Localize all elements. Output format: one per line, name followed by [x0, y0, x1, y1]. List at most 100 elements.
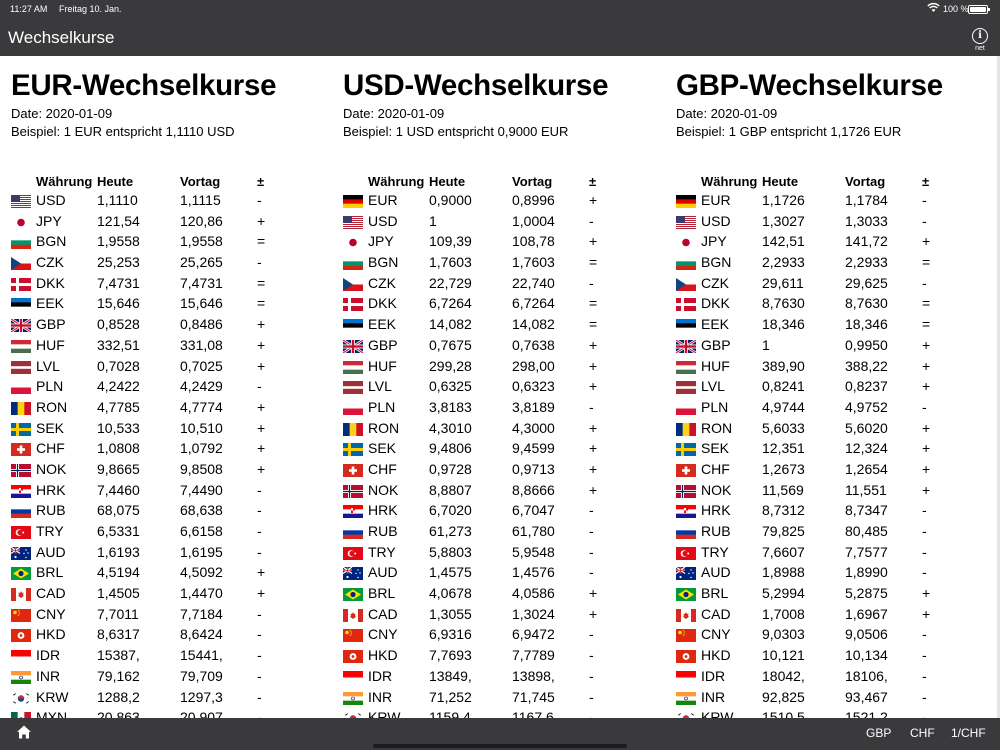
rate-previous: 120,86: [180, 212, 223, 229]
home-icon[interactable]: [16, 724, 32, 740]
rate-trend: +: [589, 336, 598, 353]
flag-se-icon: [343, 443, 363, 457]
rates-date: Date: 2020-01-09: [343, 106, 445, 121]
rate-trend: -: [922, 543, 927, 560]
rate-previous: 1,0004: [512, 212, 555, 229]
rate-row: AUD 1,6193 1,6195 -: [11, 542, 331, 563]
currency-code: CNY: [36, 605, 66, 622]
rate-previous: 7,4731: [180, 274, 223, 291]
scrollbar[interactable]: [997, 56, 1000, 718]
info-button[interactable]: i net: [972, 28, 988, 52]
flag-in-icon: [11, 670, 31, 684]
rate-today: 1,7603: [429, 254, 472, 271]
flag-ee-icon: [343, 319, 363, 333]
rate-today: 7,4731: [97, 274, 140, 291]
rate-row: TRY 6,5331 6,6158 -: [11, 521, 331, 542]
rate-previous: 68,638: [180, 502, 223, 519]
currency-code: RUB: [36, 502, 66, 519]
rate-row: HRK 7,4460 7,4490 -: [11, 480, 331, 501]
rate-row: CAD 1,4505 1,4470 +: [11, 583, 331, 604]
rate-previous: 1,6195: [180, 543, 223, 560]
flag-hr-icon: [676, 505, 696, 519]
rate-row: CAD 1,3055 1,3024 +: [343, 604, 663, 625]
rate-previous: 1,2654: [845, 460, 888, 477]
currency-code: SEK: [36, 419, 65, 436]
rate-previous: 1,4576: [512, 564, 555, 581]
rate-today: 142,51: [762, 233, 805, 250]
rate-today: 3,8183: [429, 398, 472, 415]
flag-au-icon: [343, 567, 363, 581]
flag-hk-icon: [11, 629, 31, 643]
flag-lv-icon: [11, 360, 31, 374]
rate-trend: +: [922, 378, 931, 395]
info-label: net: [975, 45, 985, 52]
rate-today: 121,54: [97, 212, 140, 229]
header-trend: ±: [589, 174, 597, 189]
rate-previous: 71,745: [512, 688, 555, 705]
rate-row: TRY 7,6607 7,7577 -: [676, 542, 996, 563]
rate-previous: 15441,: [180, 647, 223, 664]
rate-previous: 7,7184: [180, 605, 223, 622]
rate-today: 2,2933: [762, 254, 805, 271]
rate-previous: 8,7347: [845, 502, 888, 519]
rate-previous: 1,8990: [845, 564, 888, 581]
rate-row: EUR 0,9000 0,8996 +: [343, 190, 663, 211]
rate-previous: 6,9472: [512, 626, 555, 643]
rate-today: 109,39: [429, 233, 472, 250]
rate-today: 20,863: [97, 709, 140, 718]
rate-today: 1,3055: [429, 605, 472, 622]
currency-code: CZK: [368, 274, 396, 291]
rate-today: 79,825: [762, 523, 805, 539]
flag-hk-icon: [676, 650, 696, 664]
currency-code: RON: [368, 419, 400, 436]
currency-code: HRK: [368, 502, 398, 519]
rate-row: BGN 2,2933 2,2933 =: [676, 252, 996, 273]
rate-today: 25,253: [97, 254, 140, 271]
rate-previous: 1,3024: [512, 605, 555, 622]
rate-previous: 5,9548: [512, 543, 555, 560]
nav-bar: Wechselkurse i net: [0, 20, 1000, 56]
rate-row: DKK 7,4731 7,4731 =: [11, 273, 331, 294]
flag-au-icon: [11, 546, 31, 560]
rate-today: 6,7020: [429, 502, 472, 519]
rate-previous: 331,08: [180, 336, 223, 353]
rate-row: IDR 13849, 13898, -: [343, 666, 663, 687]
rate-row: RON 4,7785 4,7774 +: [11, 397, 331, 418]
rate-previous: 13898,: [512, 667, 555, 684]
rate-previous: 11,551: [845, 481, 887, 498]
home-indicator[interactable]: [373, 744, 627, 748]
rate-today: 1: [762, 336, 770, 353]
rate-trend: -: [922, 564, 927, 581]
rate-row: EEK 18,346 18,346 =: [676, 314, 996, 335]
inverse-chf-button[interactable]: 1/CHF: [951, 726, 986, 740]
chf-button[interactable]: CHF: [910, 726, 935, 740]
rate-trend: +: [257, 440, 266, 457]
status-time: 11:27 AM: [10, 4, 48, 14]
rates-example: Beispiel: 1 GBP entspricht 1,1726 EUR: [676, 124, 902, 139]
rate-today: 7,7011: [97, 605, 139, 622]
flag-se-icon: [676, 443, 696, 457]
rate-today: 79,162: [97, 667, 140, 684]
rate-today: 68,075: [97, 502, 140, 519]
rate-row: USD 1,3027 1,3033 -: [676, 211, 996, 232]
rate-previous: 15,646: [180, 295, 223, 312]
rate-trend: +: [922, 605, 931, 622]
gbp-button[interactable]: GBP: [866, 726, 892, 740]
currency-code: PLN: [368, 398, 396, 415]
currency-code: NOK: [368, 481, 399, 498]
currency-code: SEK: [368, 440, 397, 457]
flag-kr-icon: [343, 712, 363, 718]
flag-ee-icon: [676, 319, 696, 333]
rate-row: BRL 4,5194 4,5092 +: [11, 562, 331, 583]
flag-ca-icon: [11, 588, 31, 602]
rate-today: 4,3010: [429, 419, 472, 436]
rates-content[interactable]: EUR-Wechselkurse Date: 2020-01-09 Beispi…: [0, 56, 1000, 718]
flag-cz-icon: [676, 277, 696, 291]
rate-previous: 1,1115: [180, 192, 221, 208]
rate-previous: 4,0586: [512, 585, 555, 602]
flag-dk-icon: [11, 277, 31, 291]
rate-row: GBP 0,7675 0,7638 +: [343, 335, 663, 356]
currency-code: HUF: [701, 357, 730, 374]
rate-row: CZK 25,253 25,265 -: [11, 252, 331, 273]
currency-code: RUB: [368, 523, 398, 539]
